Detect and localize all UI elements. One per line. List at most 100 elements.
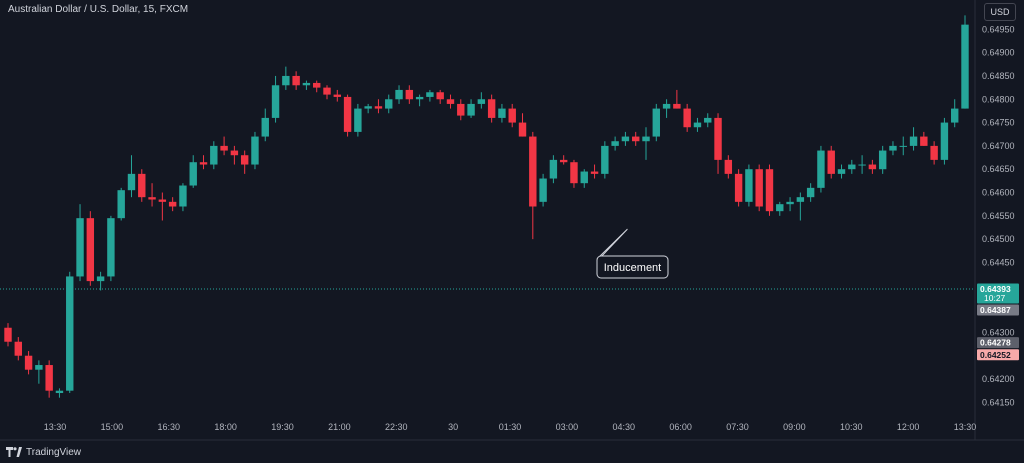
candle-body: [426, 92, 434, 97]
price-label-bg: [977, 304, 1019, 316]
candle-body: [621, 136, 630, 142]
candle-body: [518, 122, 527, 137]
candle-body: [529, 136, 537, 207]
x-tick-label: 12:00: [897, 422, 920, 432]
candle-body: [570, 162, 578, 184]
candle-body: [138, 173, 146, 198]
candle-body: [230, 150, 239, 156]
candle-body: [14, 341, 22, 356]
currency-button[interactable]: USD: [984, 3, 1016, 21]
y-tick-label: 0.64700: [982, 141, 1015, 151]
x-tick-label: 18:00: [214, 422, 237, 432]
candle-body: [549, 159, 558, 179]
chart-footer: TradingView: [0, 441, 1024, 463]
candle-body: [199, 162, 208, 165]
candle-body: [127, 173, 136, 191]
price-label-bg: [977, 349, 1019, 361]
candle-body: [405, 89, 414, 100]
x-tick-label: 03:00: [556, 422, 579, 432]
candle-body: [354, 108, 362, 132]
x-tick-label: 04:30: [612, 422, 635, 432]
price-label-bg: [977, 283, 1019, 304]
y-tick-label: 0.64550: [982, 211, 1015, 221]
y-tick-label: 0.64450: [982, 257, 1015, 267]
candle-body: [35, 365, 43, 370]
candle-body: [858, 164, 866, 166]
candle-body: [580, 171, 588, 184]
y-tick-label: 0.64200: [982, 374, 1015, 384]
candle-body: [508, 108, 516, 123]
candle-body: [343, 96, 352, 132]
x-tick-label: 30: [448, 422, 458, 432]
price-label-text: 0.64252: [980, 350, 1011, 360]
candle-body: [786, 201, 794, 205]
candle-body: [179, 185, 187, 207]
candle-body: [76, 218, 84, 277]
candle-body: [446, 99, 455, 104]
y-tick-label: 0.64300: [982, 327, 1015, 337]
candle-body: [673, 103, 681, 109]
candle-body: [271, 85, 280, 118]
x-tick-label: 19:30: [271, 422, 294, 432]
candle-body: [611, 141, 619, 146]
candle-body: [704, 117, 712, 123]
candle-body: [66, 276, 74, 391]
y-tick-label: 0.64800: [982, 94, 1015, 104]
candle-body: [24, 355, 33, 370]
candle-body: [302, 82, 311, 86]
candle-body: [909, 136, 918, 146]
candle-body: [117, 190, 125, 219]
candle-body: [477, 99, 486, 104]
price-label-text: 0.64393: [980, 284, 1011, 294]
candle-body: [961, 24, 969, 109]
candle-body: [652, 108, 660, 137]
candle-body: [107, 218, 115, 277]
candle-body: [261, 117, 269, 137]
y-tick-label: 0.64650: [982, 164, 1015, 174]
candle-body: [148, 197, 156, 200]
candle-body: [96, 276, 105, 282]
candle-body: [714, 117, 722, 160]
candle-body: [467, 103, 475, 116]
candle-body: [601, 145, 609, 174]
candle-body: [539, 178, 547, 202]
y-tick-label: 0.64150: [982, 397, 1015, 407]
x-tick-label: 01:30: [499, 422, 522, 432]
candle-body: [837, 169, 846, 174]
brand-name: TradingView: [26, 446, 82, 458]
candle-body: [930, 145, 938, 160]
price-label-text: 0.64387: [980, 305, 1011, 315]
x-tick-label: 13:30: [954, 422, 977, 432]
y-tick-label: 0.64850: [982, 71, 1015, 81]
x-tick-label: 13:30: [44, 422, 67, 432]
price-label-subtext: 10:27: [984, 293, 1006, 303]
tradingview-brand[interactable]: TradingView: [6, 447, 81, 458]
price-label-bg: [977, 337, 1019, 349]
candle-body: [889, 145, 897, 151]
candle-body: [333, 94, 341, 97]
candle-body: [559, 159, 568, 163]
candle-body: [662, 103, 671, 109]
candle-body: [86, 218, 95, 282]
candle-body: [899, 145, 907, 147]
candle-body: [683, 108, 691, 128]
candle-body: [168, 201, 177, 207]
candle-body: [210, 145, 218, 165]
candle-body: [951, 108, 959, 123]
candle-body: [755, 169, 763, 207]
candle-body: [817, 150, 825, 188]
annotation-label: Inducement: [604, 262, 661, 274]
candle-body: [724, 159, 733, 174]
tradingview-logo-icon: [6, 447, 22, 457]
candle-body: [220, 145, 228, 151]
candle-body: [868, 164, 877, 170]
candle-body: [323, 87, 331, 95]
annotation-box: [596, 255, 669, 279]
candle-body: [920, 136, 928, 146]
candle-body: [940, 122, 949, 160]
candle-body: [765, 169, 774, 212]
candle-body: [827, 150, 835, 174]
symbol-title: Australian Dollar / U.S. Dollar, 15, FXC…: [8, 4, 189, 15]
